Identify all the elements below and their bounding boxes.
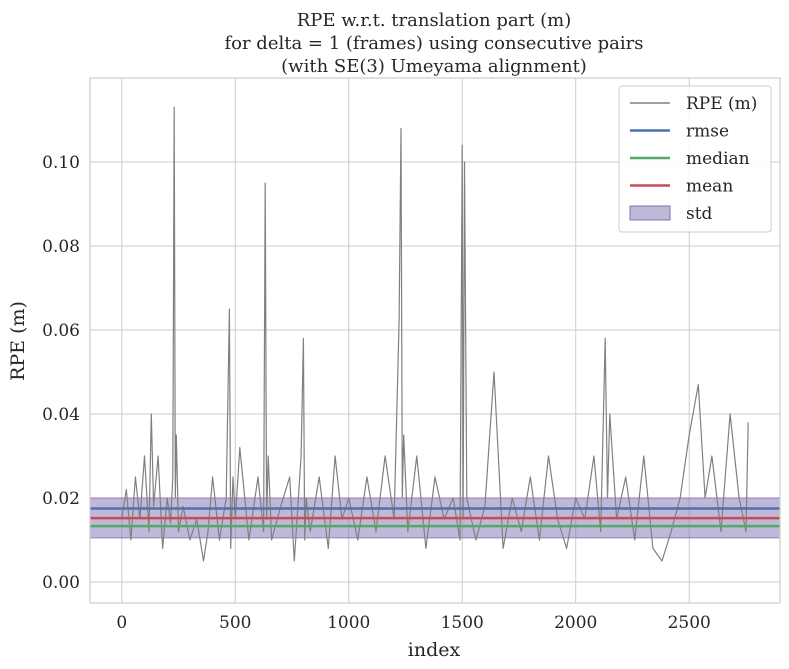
x-tick-label: 0: [116, 613, 127, 633]
x-tick-label: 500: [219, 613, 251, 633]
legend-item: RPE (m): [630, 94, 757, 114]
x-tick-label: 2000: [554, 613, 597, 633]
legend-item: rmse: [630, 122, 729, 142]
legend-swatch-std: [629, 205, 671, 221]
x-axis-label: index: [408, 639, 461, 661]
chart-title-line-1: RPE w.r.t. translation part (m): [297, 10, 572, 31]
chart-title-line-2: for delta = 1 (frames) using consecutive…: [224, 33, 643, 54]
legend-label: median: [686, 149, 750, 169]
x-tick-label: 1000: [327, 613, 370, 633]
legend: RPE (m) rmse median mean std: [618, 85, 772, 233]
y-tick-label: 0.10: [42, 153, 80, 173]
chart-title: RPE w.r.t. translation part (m) for delt…: [224, 10, 643, 77]
legend-item: std: [629, 204, 713, 224]
y-tick-labels: 0.00 0.02 0.04 0.06 0.08 0.10: [42, 153, 80, 593]
y-tick-label: 0.00: [42, 573, 80, 593]
chart-title-line-3: (with SE(3) Umeyama alignment): [281, 56, 587, 77]
x-tick-labels: 0 500 1000 1500 2000 2500: [116, 613, 710, 633]
legend-box: [618, 85, 772, 233]
x-tick-label: 2500: [668, 613, 711, 633]
plot-frame: [89, 77, 781, 604]
x-tick-label: 1500: [441, 613, 484, 633]
legend-label: rmse: [686, 122, 729, 142]
legend-label: mean: [686, 177, 733, 197]
y-tick-label: 0.08: [42, 237, 80, 257]
legend-item: mean: [630, 177, 733, 197]
legend-label: std: [686, 204, 713, 224]
stat-lines: [90, 507, 780, 528]
y-tick-label: 0.02: [42, 489, 80, 509]
legend-item: median: [630, 149, 750, 169]
legend-label: RPE (m): [686, 94, 757, 114]
y-axis-label: RPE (m): [7, 301, 29, 381]
y-tick-label: 0.06: [42, 321, 80, 341]
y-tick-label: 0.04: [42, 405, 80, 425]
